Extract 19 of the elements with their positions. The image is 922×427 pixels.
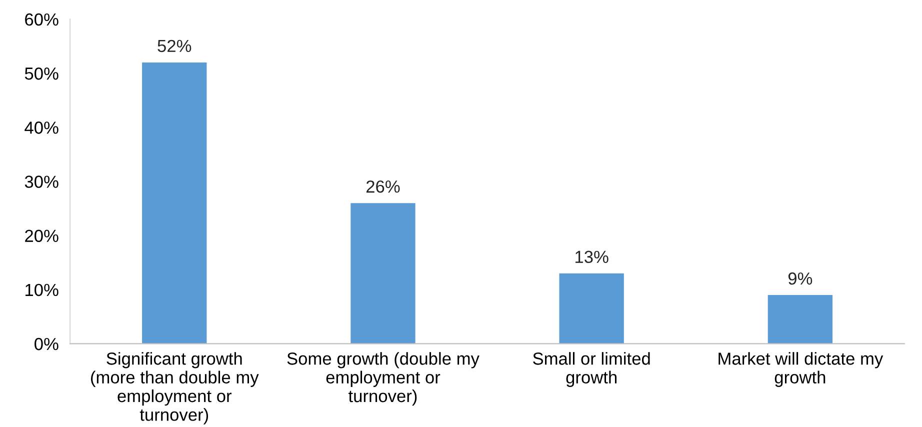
y-tick-label: 10%	[26, 284, 58, 296]
y-tick-label: 50%	[24, 67, 58, 80]
x-tick-label: Small or limited growth	[533, 352, 650, 387]
y-tick-label: 20%	[25, 230, 58, 242]
data-label: 52%	[158, 40, 192, 52]
data-label: 26%	[366, 180, 400, 193]
x-tick-label: Market will dictate my growth	[718, 352, 884, 387]
data-label: 13%	[576, 250, 608, 264]
data-label: 9%	[788, 272, 812, 285]
bar	[142, 62, 207, 344]
x-tick-label: Some growth (double my employment or turnover)	[287, 352, 480, 406]
y-tick-label: 60%	[25, 13, 58, 26]
y-tick-label: 40%	[24, 122, 58, 134]
bar	[350, 203, 416, 344]
x-tick-label: Significant growth (more than double my employment or turnover)	[91, 352, 259, 424]
y-tick-label: 30%	[24, 176, 58, 188]
y-tick-label: 0%	[34, 338, 58, 350]
bar	[559, 273, 624, 344]
bar	[768, 295, 833, 344]
